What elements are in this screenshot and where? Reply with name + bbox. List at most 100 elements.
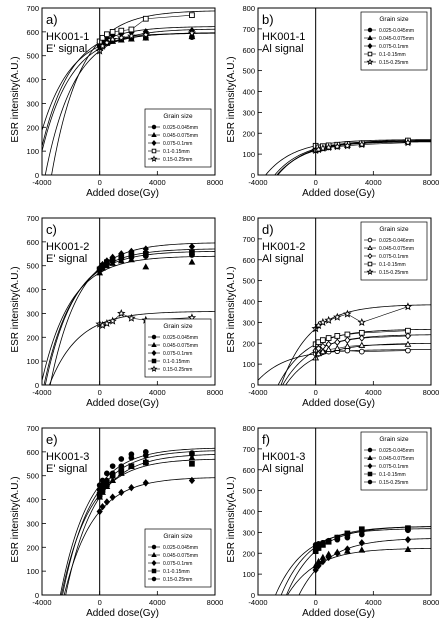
data-point <box>102 319 112 328</box>
data-point <box>344 331 351 338</box>
legend-entry-label: 0.045-0.075mm <box>163 553 198 559</box>
y-tick-label: 300 <box>242 528 255 537</box>
legend-box <box>360 221 428 281</box>
y-tick-label: 0 <box>251 171 255 180</box>
y-tick-label: 200 <box>26 123 39 132</box>
data-point <box>128 451 135 458</box>
x-tick-label: 0 <box>98 598 102 607</box>
data-point <box>334 333 341 339</box>
legend-marker <box>151 350 157 356</box>
y-tick-label: 400 <box>26 76 39 85</box>
data-point <box>325 553 332 562</box>
legend-box <box>360 431 428 491</box>
y-tick-label: 300 <box>242 318 255 327</box>
data-series <box>96 12 195 45</box>
signal-label: E' signal <box>46 253 87 265</box>
legend-marker <box>151 551 157 557</box>
legend-marker <box>367 463 373 469</box>
fit-curve-line <box>287 548 431 595</box>
y-tick-label: 100 <box>26 357 39 366</box>
data-point <box>189 460 195 467</box>
x-tick-label: 4000 <box>149 178 166 187</box>
data-point <box>358 531 365 538</box>
data-point <box>128 483 135 492</box>
y-tick-label: 600 <box>26 448 39 457</box>
legend-marker <box>151 544 157 550</box>
y-tick-label: 400 <box>242 298 255 307</box>
fit-curve-line <box>275 528 431 595</box>
fit-curve-line <box>286 526 431 595</box>
signal-label: Al signal <box>262 463 304 475</box>
legend-entry-label: 0.1-0.15mm <box>163 149 190 155</box>
y-tick-label: 300 <box>242 108 255 117</box>
legend-marker <box>367 34 373 40</box>
y-tick-label: 600 <box>242 46 255 55</box>
data-point <box>142 15 149 22</box>
y-tick-label: 100 <box>242 360 255 369</box>
y-tick-label: 200 <box>242 549 255 558</box>
panel-letter: b) <box>262 12 274 27</box>
data-point <box>333 344 341 351</box>
legend-entry-label: 0.1-0.15mm <box>379 262 406 268</box>
data-point <box>358 341 366 348</box>
legend-marker <box>151 568 157 574</box>
legend-marker <box>366 58 374 65</box>
legend-entry-label: 0.025-0.046mm <box>379 238 414 244</box>
data-point <box>104 470 110 477</box>
data-point <box>334 549 341 557</box>
y-axis-label: ESR intensity(A.U.) <box>226 266 237 352</box>
y-tick-label: 700 <box>242 445 255 454</box>
data-series <box>311 302 413 333</box>
data-point <box>324 315 333 324</box>
panel-letter: e) <box>46 432 58 447</box>
legend-entry-label: 0.075-0.1mm <box>163 561 192 567</box>
fit-curve-line <box>276 141 431 175</box>
fit-curve-line <box>63 477 215 595</box>
y-tick-label: 800 <box>242 214 255 223</box>
legend-marker <box>151 124 157 130</box>
legend-marker <box>151 560 157 566</box>
data-point <box>142 263 150 270</box>
x-tick-label: -4000 <box>32 388 51 397</box>
legend-entry-label: 0.15-0.25mm <box>163 157 192 163</box>
fit-curve-line <box>48 311 215 385</box>
fit-curve-line <box>258 349 431 381</box>
data-point <box>344 534 351 541</box>
data-point <box>128 26 135 33</box>
data-point <box>358 539 365 547</box>
data-point <box>344 336 351 344</box>
y-tick-label: 800 <box>242 424 255 433</box>
legend-marker <box>150 365 158 372</box>
data-point <box>357 140 367 149</box>
data-point <box>357 317 367 326</box>
data-point <box>189 450 195 456</box>
data-point <box>325 340 332 348</box>
data-point <box>325 538 332 544</box>
data-point <box>404 340 412 347</box>
data-point <box>334 338 341 346</box>
x-tick-label: -4000 <box>248 178 267 187</box>
legend-entry-label: 0.15-0.25mm <box>163 367 192 373</box>
fit-curves <box>258 304 431 385</box>
data-point <box>142 479 149 487</box>
data-point <box>319 557 326 566</box>
y-tick-label: 0 <box>251 381 255 390</box>
signal-label: E' signal <box>46 43 87 55</box>
data-point <box>117 33 126 42</box>
data-point <box>109 472 116 479</box>
data-point <box>404 545 412 552</box>
data-point <box>99 487 106 493</box>
legend-title: Grain size <box>163 323 193 330</box>
legend: Grain size 0.025-0.045mm 0.045-0.075mm 0.07… <box>360 11 428 71</box>
data-point <box>333 312 342 321</box>
y-tick-label: 700 <box>26 424 39 433</box>
fit-curve-line <box>277 139 431 175</box>
y-tick-label: 300 <box>26 309 39 318</box>
data-point <box>319 342 326 351</box>
y-tick-label: 0 <box>251 591 255 600</box>
y-tick-label: 500 <box>242 487 255 496</box>
x-tick-label: 8000 <box>207 388 224 397</box>
x-tick-label: 4000 <box>365 598 382 607</box>
